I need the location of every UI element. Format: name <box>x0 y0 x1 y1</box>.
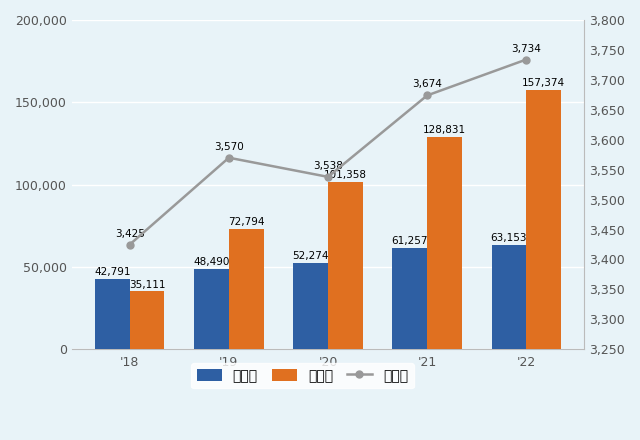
Bar <box>95 279 130 349</box>
Text: 42,791: 42,791 <box>94 267 131 277</box>
業者数 <box>423 93 431 98</box>
Text: 61,257: 61,257 <box>392 236 428 246</box>
業者数 <box>324 174 332 180</box>
Bar <box>194 269 229 349</box>
Text: 101,358: 101,358 <box>324 170 367 180</box>
Text: 48,490: 48,490 <box>193 257 230 268</box>
業者数 <box>225 155 233 160</box>
Bar <box>427 137 462 349</box>
Text: 63,153: 63,153 <box>491 233 527 243</box>
業者数 <box>522 57 530 62</box>
Text: 3,570: 3,570 <box>214 142 244 152</box>
Bar <box>526 90 561 349</box>
Text: 3,425: 3,425 <box>115 228 145 238</box>
Text: 3,734: 3,734 <box>511 44 541 54</box>
Text: 35,111: 35,111 <box>129 279 165 290</box>
業者数 <box>126 242 134 247</box>
Bar <box>328 183 363 349</box>
Bar <box>293 263 328 349</box>
Text: 72,794: 72,794 <box>228 217 264 227</box>
Bar <box>392 249 427 349</box>
Text: 52,274: 52,274 <box>292 251 329 261</box>
Bar <box>492 246 526 349</box>
Bar <box>229 229 264 349</box>
Text: 128,831: 128,831 <box>423 125 466 135</box>
Line: 業者数: 業者数 <box>126 56 530 248</box>
Legend: 輸入額, 生産額, 業者数: 輸入額, 生産額, 業者数 <box>191 363 413 389</box>
Bar <box>130 291 164 349</box>
Text: 3,538: 3,538 <box>313 161 343 171</box>
Text: 157,374: 157,374 <box>522 78 565 88</box>
Text: 3,674: 3,674 <box>412 80 442 89</box>
